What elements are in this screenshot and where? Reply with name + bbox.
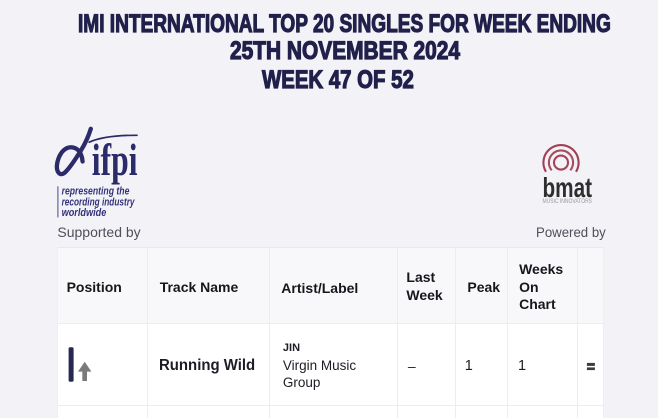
- svg-text:ifpi: ifpi: [92, 135, 138, 185]
- svg-text:bmat: bmat: [543, 172, 593, 203]
- svg-text:worldwide: worldwide: [62, 207, 107, 219]
- svg-text:recording industry: recording industry: [62, 196, 136, 208]
- svg-text:MUSIC INNOVATORS: MUSIC INNOVATORS: [543, 199, 593, 205]
- svg-text:representing the: representing the: [62, 185, 130, 197]
